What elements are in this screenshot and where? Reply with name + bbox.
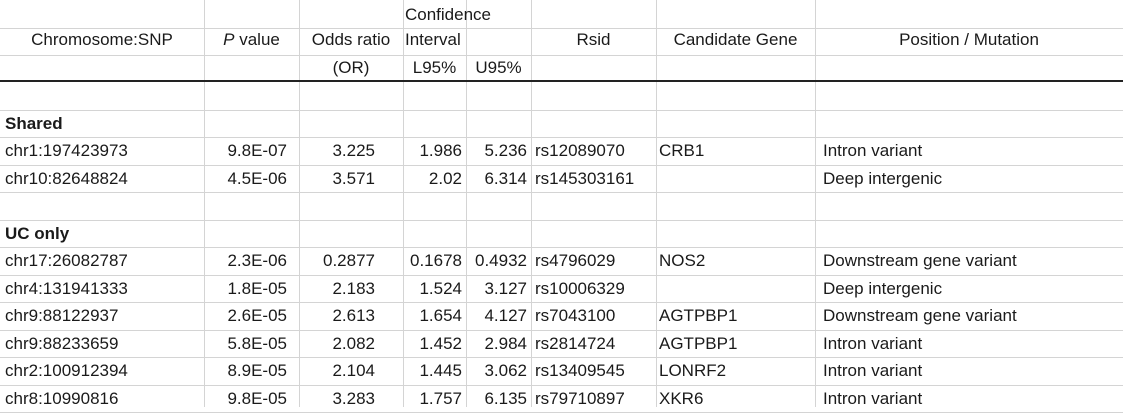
gridline — [0, 220, 1123, 221]
header-candidate-gene: Candidate Gene — [673, 30, 798, 49]
cell-l95: 0.1678 — [410, 251, 462, 270]
cell-snp: chr10:82648824 — [5, 169, 128, 188]
header-p-italic: P — [223, 30, 235, 49]
cell-l95: 1.524 — [419, 279, 462, 298]
header-chromosome-snp: Chromosome:SNP — [31, 30, 173, 49]
cell-snp: chr4:131941333 — [5, 279, 128, 298]
cell-rsid: rs79710897 — [535, 389, 625, 408]
header-rsid: Rsid — [576, 30, 611, 49]
section-title: UC only — [5, 224, 70, 243]
cell-or: 2.183 — [332, 279, 375, 298]
cell-or: 0.2877 — [323, 251, 375, 270]
cell-p: 9.8E-07 — [227, 141, 287, 160]
gridline — [656, 0, 657, 407]
gridline — [0, 247, 1123, 248]
gridline — [0, 275, 1123, 276]
cell-or: 3.571 — [332, 169, 375, 188]
cell-rsid: rs145303161 — [535, 169, 635, 188]
cell-gene: LONRF2 — [659, 361, 727, 380]
cell-l95: 1.445 — [419, 361, 462, 380]
cell-l95: 2.02 — [428, 169, 462, 188]
cell-p: 8.9E-05 — [227, 361, 287, 380]
cell-rsid: rs2814724 — [535, 334, 616, 353]
header-rule — [0, 80, 1123, 82]
cell-gene: NOS2 — [659, 251, 706, 270]
cell-rsid: rs12089070 — [535, 141, 625, 160]
header-l95: L95% — [412, 58, 457, 77]
cell-p: 1.8E-05 — [227, 279, 287, 298]
gridline — [0, 330, 1123, 331]
gridline — [0, 110, 1123, 111]
gridline — [815, 0, 816, 407]
cell-snp: chr8:10990816 — [5, 389, 119, 408]
gridline — [0, 302, 1123, 303]
cell-rsid: rs13409545 — [535, 361, 625, 380]
cell-or: 2.613 — [332, 306, 375, 325]
header-p-rest: value — [234, 30, 280, 49]
cell-u95: 6.135 — [484, 389, 527, 408]
cell-or: 3.225 — [332, 141, 375, 160]
header-interval: Interval — [405, 30, 461, 49]
cell-gene: XKR6 — [659, 389, 704, 408]
gridline — [0, 165, 1123, 166]
cell-gene: AGTPBP1 — [659, 306, 738, 325]
gridline — [299, 0, 300, 407]
cell-p: 2.6E-05 — [227, 306, 287, 325]
gridline — [0, 137, 1123, 138]
header-u95: U95% — [475, 58, 522, 77]
cell-or: 3.283 — [332, 389, 375, 408]
cell-mutation: Downstream gene variant — [823, 306, 1017, 325]
header-confidence: Confidence — [405, 5, 492, 24]
gridline — [0, 385, 1123, 386]
cell-snp: chr9:88122937 — [5, 306, 119, 325]
cell-mutation: Deep intergenic — [823, 169, 943, 188]
gridline — [0, 192, 1123, 193]
cell-rsid: rs10006329 — [535, 279, 625, 298]
cell-gene: AGTPBP1 — [659, 334, 738, 353]
cell-p: 9.8E-05 — [227, 389, 287, 408]
cell-l95: 1.986 — [419, 141, 462, 160]
cell-rsid: rs7043100 — [535, 306, 616, 325]
cell-snp: chr9:88233659 — [5, 334, 119, 353]
cell-u95: 6.314 — [484, 169, 527, 188]
cell-l95: 1.757 — [419, 389, 462, 408]
header-p-value: P value — [204, 30, 299, 50]
cell-snp: chr1:197423973 — [5, 141, 128, 160]
gridline — [0, 55, 1123, 56]
cell-or: 2.082 — [332, 334, 375, 353]
cell-u95: 0.4932 — [475, 251, 527, 270]
cell-mutation: Deep intergenic — [823, 279, 943, 298]
cell-snp: chr2:100912394 — [5, 361, 128, 380]
gridline — [403, 0, 404, 407]
cell-l95: 1.654 — [419, 306, 462, 325]
cell-u95: 3.127 — [484, 279, 527, 298]
cell-rsid: rs4796029 — [535, 251, 616, 270]
cell-p: 5.8E-05 — [227, 334, 287, 353]
cell-p: 2.3E-06 — [227, 251, 287, 270]
cell-gene: CRB1 — [659, 141, 705, 160]
gridline — [0, 28, 1123, 29]
cell-p: 4.5E-06 — [227, 169, 287, 188]
cell-mutation: Intron variant — [823, 334, 923, 353]
gridline — [204, 0, 205, 407]
cell-u95: 2.984 — [484, 334, 527, 353]
cell-u95: 4.127 — [484, 306, 527, 325]
cell-l95: 1.452 — [419, 334, 462, 353]
cell-mutation: Downstream gene variant — [823, 251, 1017, 270]
header-odds-ratio-or: (OR) — [332, 58, 370, 77]
gridline — [0, 357, 1123, 358]
cell-mutation: Intron variant — [823, 141, 923, 160]
header-position-mutation: Position / Mutation — [899, 30, 1039, 49]
cell-mutation: Intron variant — [823, 389, 923, 408]
cell-mutation: Intron variant — [823, 361, 923, 380]
cell-u95: 5.236 — [484, 141, 527, 160]
section-title: Shared — [5, 114, 63, 133]
cell-or: 2.104 — [332, 361, 375, 380]
cell-u95: 3.062 — [484, 361, 527, 380]
header-odds-ratio: Odds ratio — [311, 30, 391, 49]
cell-snp: chr17:26082787 — [5, 251, 128, 270]
gridline — [531, 0, 532, 407]
gridline — [466, 0, 467, 407]
